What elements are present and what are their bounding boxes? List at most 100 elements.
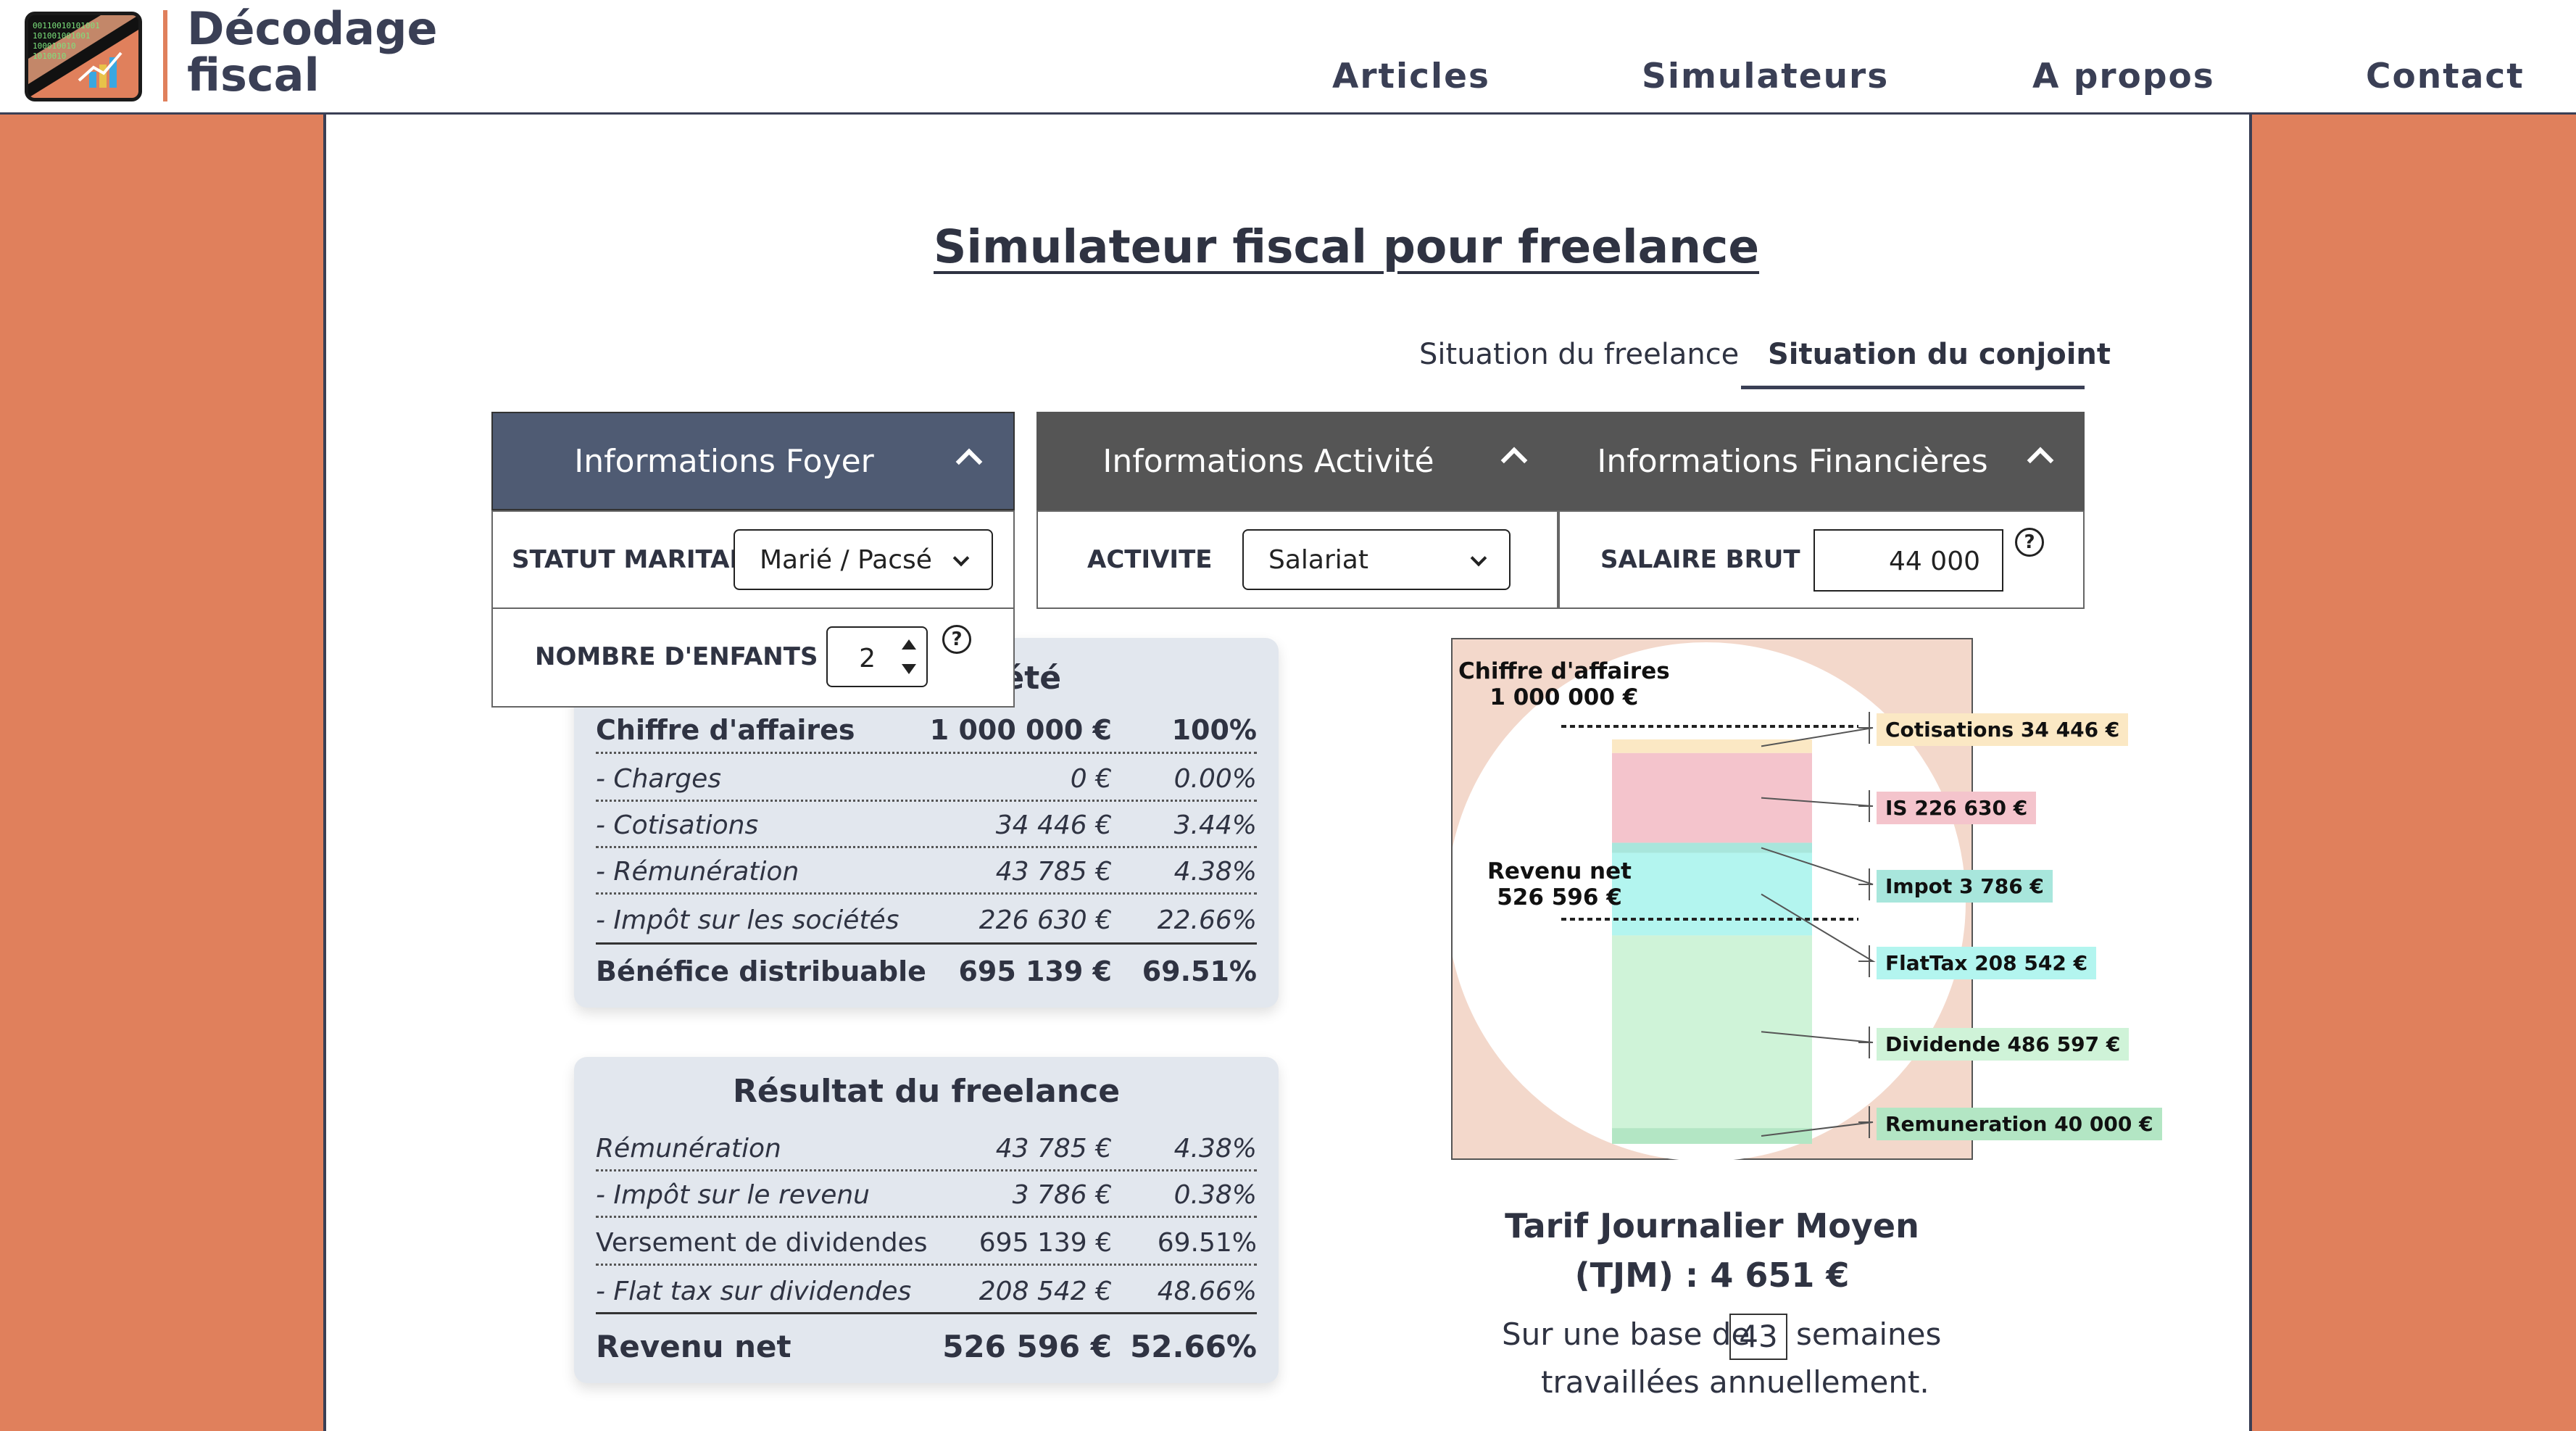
- chart-label-flattax: FlatTax 208 542 €: [1877, 947, 2097, 979]
- tab-situation-conjoint[interactable]: Situation du conjoint: [1768, 338, 2111, 371]
- chevron-down-icon: [952, 549, 970, 567]
- row-percent: 100%: [1171, 714, 1257, 746]
- svg-text:100010010: 100010010: [33, 41, 76, 51]
- chevron-down-icon: [1470, 549, 1487, 567]
- divider: [596, 1312, 1257, 1314]
- row-label: - Cotisations: [596, 810, 759, 840]
- svg-text:00110010101001: 00110010101001: [33, 21, 100, 30]
- chevron-up-icon: [1500, 447, 1528, 474]
- svg-text:101001001001: 101001001001: [33, 31, 90, 41]
- row-label: - Flat tax sur dividendes: [596, 1277, 912, 1306]
- chart-net-label: Revenu net 526 596 €: [1479, 854, 1640, 915]
- tab-situation-freelance[interactable]: Situation du freelance: [1419, 338, 1740, 371]
- row-label: - Rémunération: [596, 857, 799, 887]
- bar-segment-is: [1612, 752, 1812, 843]
- row-percent: 52.66%: [1130, 1329, 1257, 1364]
- chart-label-remuneration: Remuneration 40 000 €: [1877, 1108, 2162, 1140]
- tjm-line-4: travaillées annuellement.: [1541, 1364, 1929, 1400]
- chart-ca-label: Chiffre d'affaires 1 000 000 €: [1450, 654, 1679, 715]
- table-row: Chiffre d'affaires 1 000 000 € 100%: [596, 706, 1257, 754]
- row-percent: 3.44%: [1173, 810, 1257, 840]
- leader-line: [1761, 727, 1874, 747]
- chart-ca-value: 1 000 000 €: [1489, 684, 1639, 710]
- row-percent: 69.51%: [1142, 955, 1257, 987]
- logo-icon[interactable]: 00110010101001 101001001001 100010010 10…: [25, 12, 142, 101]
- chart-label-dividende: Dividende 486 597 €: [1877, 1028, 2130, 1061]
- row-label: Chiffre d'affaires: [596, 714, 855, 746]
- divider: [596, 942, 1257, 945]
- svg-text:1010010: 1010010: [33, 51, 66, 61]
- chart-svg: [1453, 642, 1966, 1161]
- help-icon[interactable]: ?: [2015, 528, 2044, 557]
- brand-line-1: Décodage: [187, 2, 438, 55]
- quantity-stepper[interactable]: [896, 634, 922, 680]
- brand-name[interactable]: Décodage fiscal: [187, 6, 438, 99]
- activite-select-value: Salariat: [1268, 545, 1368, 575]
- tjm-line-2: (TJM) : 4 651 €: [1574, 1256, 1850, 1295]
- chevron-up-icon: [2027, 447, 2054, 474]
- chevron-up-icon: [955, 448, 983, 476]
- row-label: - Charges: [596, 764, 722, 794]
- table-row: - Rémunération 43 785 € 4.38%: [596, 847, 1257, 895]
- chart-label-is: IS 226 630 €: [1877, 792, 2037, 824]
- row-percent: 22.66%: [1157, 905, 1257, 935]
- table-row: - Charges 0 € 0.00%: [596, 754, 1257, 802]
- row-percent: 0.38%: [1173, 1180, 1257, 1210]
- nombre-enfants-label: NOMBRE D'ENFANTS: [535, 642, 818, 671]
- table-row-total: Bénéfice distribuable 695 139 € 69.51%: [596, 945, 1257, 993]
- statut-marital-select[interactable]: Marié / Pacsé: [734, 529, 993, 590]
- row-value: 1 000 000 €: [929, 714, 1112, 746]
- row-value: 3 786 €: [1012, 1180, 1112, 1210]
- table-row: Rémunération 43 785 € 4.38%: [596, 1124, 1257, 1171]
- table-row: - Impôt sur les sociétés 226 630 € 22.66…: [596, 893, 1257, 941]
- table-row: - Impôt sur le revenu 3 786 € 0.38%: [596, 1170, 1257, 1218]
- row-value: 208 542 €: [979, 1277, 1112, 1306]
- activite-label: ACTIVITE: [1087, 545, 1213, 574]
- panel-foyer-header[interactable]: Informations Foyer: [491, 412, 1015, 510]
- activite-select[interactable]: Salariat: [1242, 529, 1511, 590]
- nav-articles[interactable]: Articles: [1332, 57, 1490, 96]
- leader-line: [1761, 797, 1874, 807]
- row-label: - Impôt sur les sociétés: [596, 905, 899, 935]
- row-percent: 48.66%: [1157, 1277, 1257, 1306]
- header: 00110010101001 101001001001 100010010 10…: [0, 0, 2576, 115]
- panel-financieres-title: Informations Financières: [1597, 442, 1988, 480]
- row-value: 43 785 €: [995, 857, 1112, 887]
- salaire-brut-input[interactable]: 44 000: [1813, 529, 2003, 592]
- bar-segment-flattax: [1612, 853, 1812, 936]
- row-value: 226 630 €: [979, 905, 1112, 935]
- weeks-input[interactable]: 43: [1729, 1314, 1787, 1360]
- help-icon[interactable]: ?: [942, 625, 971, 654]
- panel-foyer-row-enfants: NOMBRE D'ENFANTS 2 ?: [491, 607, 1015, 708]
- leader-line: [1761, 1121, 1874, 1137]
- tjm-base-suffix: semaines: [1796, 1316, 1942, 1352]
- distribution-chart: Chiffre d'affaires 1 000 000 € Revenu ne…: [1450, 638, 2162, 1161]
- panel-activite-header[interactable]: Informations Activité: [1036, 412, 1558, 510]
- panel-foyer-title: Informations Foyer: [574, 442, 874, 480]
- nav-a-propos[interactable]: A propos: [2032, 57, 2215, 96]
- row-percent: 4.38%: [1173, 857, 1257, 887]
- panel-financieres-header[interactable]: Informations Financières: [1558, 412, 2085, 510]
- row-value: 0 €: [1070, 764, 1112, 794]
- nav-contact[interactable]: Contact: [2366, 57, 2525, 96]
- statut-marital-label: STATUT MARITAL: [512, 545, 746, 574]
- page-title: Simulateur fiscal pour freelance: [934, 220, 1760, 273]
- row-percent: 69.51%: [1157, 1228, 1257, 1258]
- bar-segment-dividende: [1612, 935, 1812, 1129]
- card-freelance-title: Résultat du freelance: [732, 1073, 1121, 1110]
- nombre-enfants-input[interactable]: 2: [826, 626, 928, 687]
- row-value: 695 139 €: [958, 955, 1112, 987]
- row-percent: 4.38%: [1173, 1134, 1257, 1164]
- nav-simulateurs[interactable]: Simulateurs: [1642, 57, 1890, 96]
- chart-ca-title: Chiffre d'affaires: [1458, 658, 1670, 684]
- active-tab-indicator: [1741, 386, 2085, 389]
- table-row: - Cotisations 34 446 € 3.44%: [596, 800, 1257, 848]
- card-freelance: Résultat du freelance Rémunération 43 78…: [574, 1057, 1279, 1383]
- panel-activite-title: Informations Activité: [1102, 442, 1434, 480]
- row-value: 695 139 €: [979, 1228, 1112, 1258]
- tjm-line-1: Tarif Journalier Moyen: [1505, 1206, 1919, 1245]
- row-label: Versement de dividendes: [596, 1228, 928, 1258]
- chart-net-value: 526 596 €: [1497, 884, 1622, 911]
- row-value: 43 785 €: [995, 1134, 1112, 1164]
- row-label: Revenu net: [596, 1329, 792, 1364]
